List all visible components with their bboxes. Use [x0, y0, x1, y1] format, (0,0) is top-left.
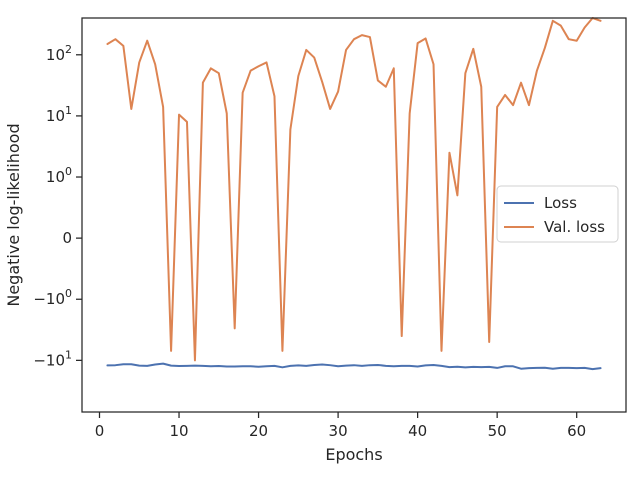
y-tick-label: 101 [46, 104, 72, 125]
legend: Loss Val. loss [496, 185, 619, 243]
x-tick-label: 60 [567, 422, 586, 440]
x-axis: 0 10 20 30 40 50 60 [95, 412, 586, 440]
y-tick-label: −100 [33, 287, 72, 308]
x-tick-label: 20 [249, 422, 268, 440]
y-tick-label: 100 [46, 165, 72, 186]
series-line-val-loss [106, 17, 602, 362]
x-tick-label: 0 [95, 422, 105, 440]
series-line-loss [106, 362, 602, 371]
legend-entry: Loss [544, 194, 577, 212]
x-tick-label: 30 [329, 422, 348, 440]
y-tick-label: −101 [33, 348, 72, 369]
y-axis: 102 101 100 0 −100 −101 [33, 43, 82, 369]
axes-frame [81, 17, 627, 413]
x-tick-label: 10 [169, 422, 188, 440]
y-axis-label: Negative log-likelihood [4, 123, 23, 306]
x-tick-label: 50 [488, 422, 507, 440]
x-axis-label: Epochs [325, 445, 382, 464]
legend-entry: Val. loss [544, 218, 605, 236]
y-tick-label: 102 [46, 43, 72, 64]
x-tick-label: 40 [408, 422, 427, 440]
y-tick-label: 0 [62, 229, 72, 247]
series-layer [106, 17, 602, 371]
